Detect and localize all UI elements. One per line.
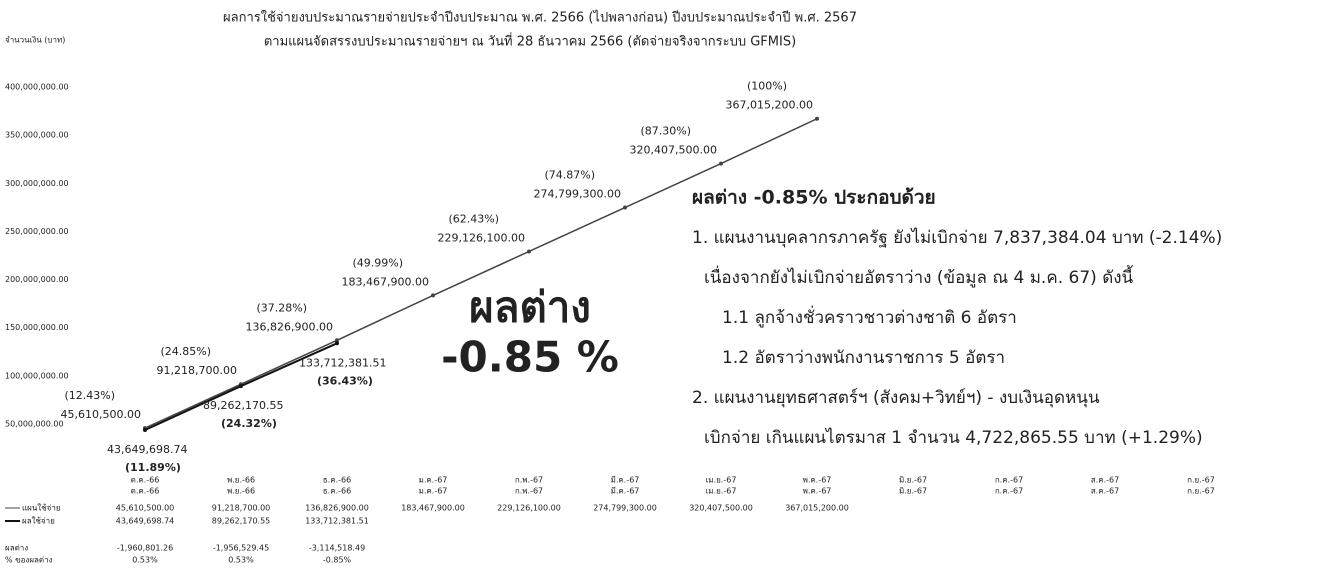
point xyxy=(719,161,723,166)
x-tick-label: ก.ย.-67 xyxy=(1187,476,1215,485)
x-tick-label: ธ.ค.-66 xyxy=(323,487,351,496)
table-cell: 133,712,381.51 xyxy=(305,517,369,526)
table-cell: -0.85% xyxy=(323,556,352,565)
table-cell: -3,114,518.49 xyxy=(309,544,365,553)
point xyxy=(431,293,435,298)
point xyxy=(335,338,339,343)
legend-label: แผนใช้จ่าย xyxy=(22,504,61,513)
y-tick-label: 300,000,000.00 xyxy=(5,179,69,188)
value-label: 229,126,100.00 xyxy=(438,231,525,244)
series-line xyxy=(144,118,818,429)
y-tick-label: 200,000,000.00 xyxy=(5,275,69,284)
note: เบิกจ่าย เกินแผนไตรมาส 1 จำนวน 4,722,865… xyxy=(704,427,1203,448)
x-tick-label: ม.ค.-67 xyxy=(419,487,448,496)
x-tick-label: ก.ค.-67 xyxy=(995,476,1023,485)
table-cell: 43,649,698.74 xyxy=(116,517,175,526)
x-tick-label: พ.ค.-67 xyxy=(803,487,832,496)
percent-label: (87.30%) xyxy=(640,125,691,138)
x-tick-label: พ.ย.-66 xyxy=(227,476,255,485)
big-note: -0.85 % xyxy=(441,333,619,382)
value-label: 183,467,900.00 xyxy=(342,275,429,288)
x-tick-label: มิ.ย.-67 xyxy=(899,476,927,485)
table-cell: 183,467,900.00 xyxy=(401,504,465,513)
percent-label: (12.43%) xyxy=(64,389,115,402)
value-label: 91,218,700.00 xyxy=(157,364,237,377)
note: 1.1 ลูกจ้างชั่วคราวชาวต่างชาติ 6 อัตรา xyxy=(722,305,1017,328)
percent-label: (24.85%) xyxy=(160,345,211,358)
table-cell: 367,015,200.00 xyxy=(785,504,849,513)
x-tick-label: มี.ค.-67 xyxy=(611,487,640,496)
y-tick-label: 50,000,000.00 xyxy=(5,419,64,428)
y-tick-label: 150,000,000.00 xyxy=(5,323,69,332)
table-cell: 274,799,300.00 xyxy=(593,504,657,513)
point xyxy=(623,205,627,210)
chart-title: ผลการใช้จ่ายงบประมาณรายจ่ายประจำปีงบประม… xyxy=(223,10,857,26)
percent-label: (100%) xyxy=(747,80,787,93)
value-label: 320,407,500.00 xyxy=(630,144,717,157)
table-cell: 0.53% xyxy=(132,556,158,565)
table-cell: 45,610,500.00 xyxy=(116,504,175,513)
percent-label: (49.99%) xyxy=(352,256,403,269)
value-label: 367,015,200.00 xyxy=(726,99,813,112)
table-cell: 320,407,500.00 xyxy=(689,504,753,513)
y-tick-label: 400,000,000.00 xyxy=(5,83,69,92)
x-tick-label: ก.พ.-67 xyxy=(515,487,543,496)
value-label: 45,610,500.00 xyxy=(61,408,141,421)
note: 1.2 อัตราว่างพนักงานราชการ 5 อัตรา xyxy=(722,348,1005,368)
y-tick-label: 350,000,000.00 xyxy=(5,131,69,140)
percent-label: (62.43%) xyxy=(448,212,499,225)
point xyxy=(527,249,531,254)
table-cell: 0.53% xyxy=(228,556,254,565)
x-tick-label: มี.ค.-67 xyxy=(611,476,640,485)
value-label: 274,799,300.00 xyxy=(534,188,621,201)
percent-label: (36.43%) xyxy=(317,374,373,387)
x-tick-label: ก.ค.-67 xyxy=(995,487,1023,496)
x-tick-label: ส.ค.-67 xyxy=(1091,487,1119,496)
note: 2. แผนงานยุทธศาสตร์ฯ (สังคม+วิทย์ฯ) - งบ… xyxy=(692,388,1100,408)
percent-label: (37.28%) xyxy=(256,301,307,314)
point xyxy=(815,116,819,121)
row-label: % ของผลต่าง xyxy=(5,556,53,565)
percent-label: (74.87%) xyxy=(544,169,595,182)
point xyxy=(335,341,339,346)
table-cell: 229,126,100.00 xyxy=(497,504,561,513)
point xyxy=(239,384,243,389)
x-tick-label: ก.พ.-67 xyxy=(515,476,543,485)
x-tick-label: ต.ค.-66 xyxy=(131,487,160,496)
big-note: ผลต่าง xyxy=(469,283,591,332)
x-tick-label: พ.ย.-66 xyxy=(227,487,255,496)
x-tick-label: เม.ย.-67 xyxy=(706,476,737,485)
percent-label: (11.89%) xyxy=(125,461,181,474)
x-tick-label: เม.ย.-67 xyxy=(706,487,737,496)
table-cell: -1,956,529.45 xyxy=(213,544,269,553)
note: ผลต่าง -0.85% ประกอบด้วย xyxy=(692,187,936,209)
value-label: 43,649,698.74 xyxy=(107,443,187,456)
x-tick-label: พ.ค.-67 xyxy=(803,476,832,485)
point xyxy=(143,427,147,432)
x-tick-label: ธ.ค.-66 xyxy=(323,476,351,485)
x-tick-label: ต.ค.-66 xyxy=(131,476,160,485)
value-label: 136,826,900.00 xyxy=(246,320,333,333)
y-tick-label: 250,000,000.00 xyxy=(5,227,69,236)
note: เนื่องจากยังไม่เบิกจ่ายอัตราว่าง (ข้อมูล… xyxy=(704,265,1134,288)
row-label: ผลต่าง xyxy=(5,544,28,553)
y-tick-label: 100,000,000.00 xyxy=(5,371,69,380)
x-tick-label: ก.ย.-67 xyxy=(1187,487,1215,496)
chart-subtitle: ตามแผนจัดสรรงบประมาณรายจ่ายฯ ณ วันที่ 28… xyxy=(264,33,796,50)
table-cell: 89,262,170.55 xyxy=(212,517,271,526)
x-tick-label: มิ.ย.-67 xyxy=(899,487,927,496)
value-label: 89,262,170.55 xyxy=(203,399,283,412)
table-cell: 91,218,700.00 xyxy=(212,504,271,513)
value-label: 133,712,381.51 xyxy=(299,356,386,369)
percent-label: (24.32%) xyxy=(221,417,277,430)
x-tick-label: ม.ค.-67 xyxy=(419,476,448,485)
note: 1. แผนงานบุคลากรภาครัฐ ยังไม่เบิกจ่าย 7,… xyxy=(692,227,1222,248)
table-cell: -1,960,801.26 xyxy=(117,544,173,553)
legend-label: ผลใช้จ่าย xyxy=(22,517,55,526)
y-axis-label: จำนวนเงิน (บาท) xyxy=(5,36,65,45)
x-tick-label: ส.ค.-67 xyxy=(1091,476,1119,485)
table-cell: 136,826,900.00 xyxy=(305,504,369,513)
